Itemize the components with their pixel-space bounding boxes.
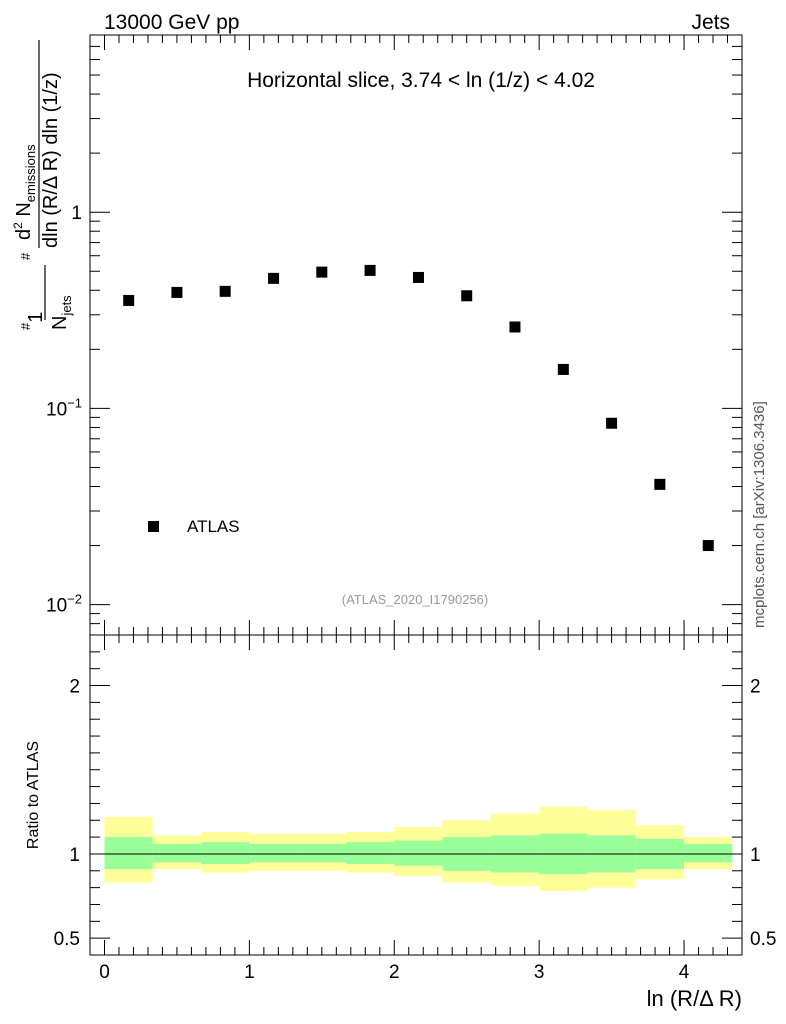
- main-plot-frame: [89, 34, 743, 636]
- svg-text:d2 Nemissions: d2 Nemissions: [11, 144, 38, 240]
- ratio-band-inner: [297, 843, 347, 863]
- svg-text:#: #: [18, 252, 33, 260]
- side-credit: mcplots.cern.ch [arXiv:1306.3436]: [751, 401, 768, 628]
- svg-text:dln (R/Δ R) dln (1/z): dln (R/Δ R) dln (1/z): [40, 72, 62, 248]
- data-point: [123, 294, 135, 306]
- data-point: [171, 286, 183, 298]
- ratio-band-inner: [104, 837, 153, 870]
- ratio-band-inner: [684, 843, 733, 863]
- main-y-tick-label: 10−2: [46, 592, 82, 617]
- ratio-y-tick-label: 0.5: [54, 929, 80, 950]
- x-axis-label: ln (R/Δ R): [647, 986, 742, 1011]
- data-point: [316, 266, 328, 278]
- data-point: [461, 290, 473, 302]
- main-y-tick-label: 10−1: [46, 395, 82, 420]
- data-point: [219, 285, 231, 297]
- ratio-plot: 0.5 0.5 1 1 2 2 0 1 2 3 4 Ratio to ATLAS ln (R/Δ …: [25, 634, 776, 1011]
- ratio-band-inner: [346, 842, 395, 865]
- ratio-y-tick-label: 2: [69, 677, 80, 698]
- svg-text:Njets: Njets: [49, 295, 74, 330]
- ratio-band-inner: [249, 843, 298, 863]
- ratio-y-tick-label-right: 1: [750, 845, 761, 866]
- ratio-y-tick-label: 1: [69, 845, 80, 866]
- main-y-axis-label: #1 Njets # d2 Nemissions dln (R/Δ R) dln…: [11, 40, 74, 330]
- ratio-plot-frame: [89, 634, 743, 956]
- data-point: [412, 271, 424, 283]
- data-point: [702, 540, 714, 552]
- x-tick-label: 3: [534, 962, 545, 983]
- x-tick-label: 1: [244, 962, 255, 983]
- x-tick-label: 0: [99, 962, 110, 983]
- data-point: [268, 272, 280, 284]
- energy-label: 13000 GeV pp: [104, 11, 239, 34]
- data-point: [557, 363, 569, 375]
- main-plot: 10−2 10−1 1 Horizontal slice, 3.74 < ln (1…: [11, 34, 743, 636]
- main-y-tick-label: 1: [71, 203, 82, 224]
- ratio-band-inner: [152, 843, 202, 863]
- svg-text:#1: #1: [18, 312, 47, 330]
- legend-label-atlas: ATLAS: [187, 517, 240, 536]
- main-y-ticks: 10−2 10−1 1: [46, 34, 742, 636]
- x-tick-label: 4: [679, 962, 690, 983]
- ratio-y-axis-label: Ratio to ATLAS: [25, 741, 42, 849]
- data-point: [364, 264, 376, 276]
- ratio-band-inner: [394, 840, 443, 866]
- data-point: [509, 321, 521, 333]
- ratio-x-ticks: 0 1 2 3 4: [89, 635, 743, 983]
- main-x-ticks: [89, 35, 743, 635]
- data-points: [123, 264, 714, 552]
- x-tick-label: 2: [389, 962, 400, 983]
- ratio-bands: [104, 806, 733, 891]
- legend-marker-atlas: [148, 521, 159, 532]
- ratio-y-tick-label-right: 0.5: [750, 929, 776, 950]
- ratio-y-ticks: 0.5 0.5 1 1 2 2: [54, 634, 776, 956]
- chart-title: Horizontal slice, 3.74 < ln (1/z) < 4.02: [247, 69, 595, 92]
- ratio-band-inner: [201, 842, 250, 865]
- legend: ATLAS: [148, 517, 240, 536]
- process-label: Jets: [691, 11, 730, 34]
- watermark: (ATLAS_2020_I1790256): [342, 592, 488, 607]
- data-point: [654, 478, 666, 490]
- ratio-y-tick-label-right: 2: [750, 677, 761, 698]
- data-point: [606, 417, 618, 429]
